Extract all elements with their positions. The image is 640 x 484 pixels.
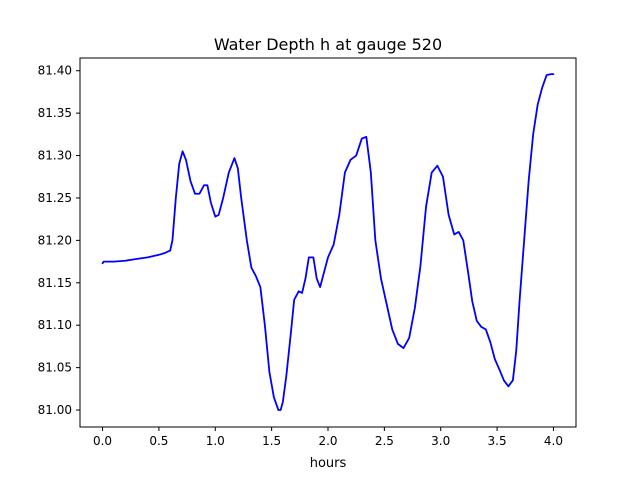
x-tick-label: 0.0	[93, 434, 112, 448]
x-tick-label: 0.5	[149, 434, 168, 448]
chart-title: Water Depth h at gauge 520	[214, 35, 442, 54]
x-tick-label: 2.5	[375, 434, 394, 448]
x-tick-label: 4.0	[544, 434, 563, 448]
y-tick-label: 81.20	[38, 233, 72, 247]
x-axis-label: hours	[310, 456, 347, 471]
y-tick-label: 81.30	[38, 149, 72, 163]
x-tick-label: 1.5	[262, 434, 281, 448]
x-tick-label: 1.0	[206, 434, 225, 448]
x-tick-label: 3.5	[488, 434, 507, 448]
y-tick-label: 81.05	[38, 361, 72, 375]
y-tick-label: 81.00	[38, 403, 72, 417]
series-line-0	[101, 73, 555, 411]
y-tick-label: 81.15	[38, 276, 72, 290]
y-tick-label: 81.40	[38, 64, 72, 78]
plot-area: 0.0 0.5 1.0 1.5 2.0 2.5 3.0 3.5 4.0 81.00 81.05 81.…	[38, 57, 577, 448]
y-tick-label: 81.10	[38, 318, 72, 332]
x-tick-label: 3.0	[431, 434, 450, 448]
y-tick-label: 81.35	[38, 106, 72, 120]
x-tick-label: 2.0	[318, 434, 337, 448]
y-tick-label: 81.25	[38, 191, 72, 205]
